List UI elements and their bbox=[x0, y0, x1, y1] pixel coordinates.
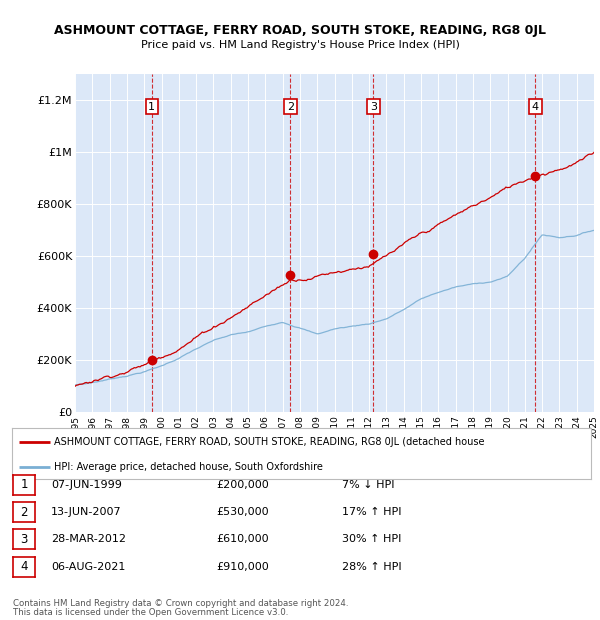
Text: ASHMOUNT COTTAGE, FERRY ROAD, SOUTH STOKE, READING, RG8 0JL (detached house: ASHMOUNT COTTAGE, FERRY ROAD, SOUTH STOK… bbox=[53, 436, 484, 446]
Text: £910,000: £910,000 bbox=[216, 562, 269, 572]
Text: Contains HM Land Registry data © Crown copyright and database right 2024.: Contains HM Land Registry data © Crown c… bbox=[13, 600, 349, 608]
Text: 30% ↑ HPI: 30% ↑ HPI bbox=[342, 534, 401, 544]
Text: 13-JUN-2007: 13-JUN-2007 bbox=[51, 507, 122, 517]
Text: 1: 1 bbox=[20, 479, 28, 491]
Text: 2: 2 bbox=[287, 102, 294, 112]
Text: 4: 4 bbox=[532, 102, 539, 112]
Text: Price paid vs. HM Land Registry's House Price Index (HPI): Price paid vs. HM Land Registry's House … bbox=[140, 40, 460, 50]
Text: 07-JUN-1999: 07-JUN-1999 bbox=[51, 480, 122, 490]
Text: 2: 2 bbox=[20, 506, 28, 518]
Text: 1: 1 bbox=[148, 102, 155, 112]
Text: 4: 4 bbox=[20, 560, 28, 573]
Text: 17% ↑ HPI: 17% ↑ HPI bbox=[342, 507, 401, 517]
Text: £610,000: £610,000 bbox=[216, 534, 269, 544]
Text: 7% ↓ HPI: 7% ↓ HPI bbox=[342, 480, 395, 490]
Text: HPI: Average price, detached house, South Oxfordshire: HPI: Average price, detached house, Sout… bbox=[53, 463, 323, 472]
Text: 28-MAR-2012: 28-MAR-2012 bbox=[51, 534, 126, 544]
Text: 06-AUG-2021: 06-AUG-2021 bbox=[51, 562, 125, 572]
Text: This data is licensed under the Open Government Licence v3.0.: This data is licensed under the Open Gov… bbox=[13, 608, 289, 617]
Text: 3: 3 bbox=[370, 102, 377, 112]
Text: 3: 3 bbox=[20, 533, 28, 546]
Text: 28% ↑ HPI: 28% ↑ HPI bbox=[342, 562, 401, 572]
Text: £530,000: £530,000 bbox=[216, 507, 269, 517]
Text: £200,000: £200,000 bbox=[216, 480, 269, 490]
Text: ASHMOUNT COTTAGE, FERRY ROAD, SOUTH STOKE, READING, RG8 0JL: ASHMOUNT COTTAGE, FERRY ROAD, SOUTH STOK… bbox=[54, 24, 546, 37]
